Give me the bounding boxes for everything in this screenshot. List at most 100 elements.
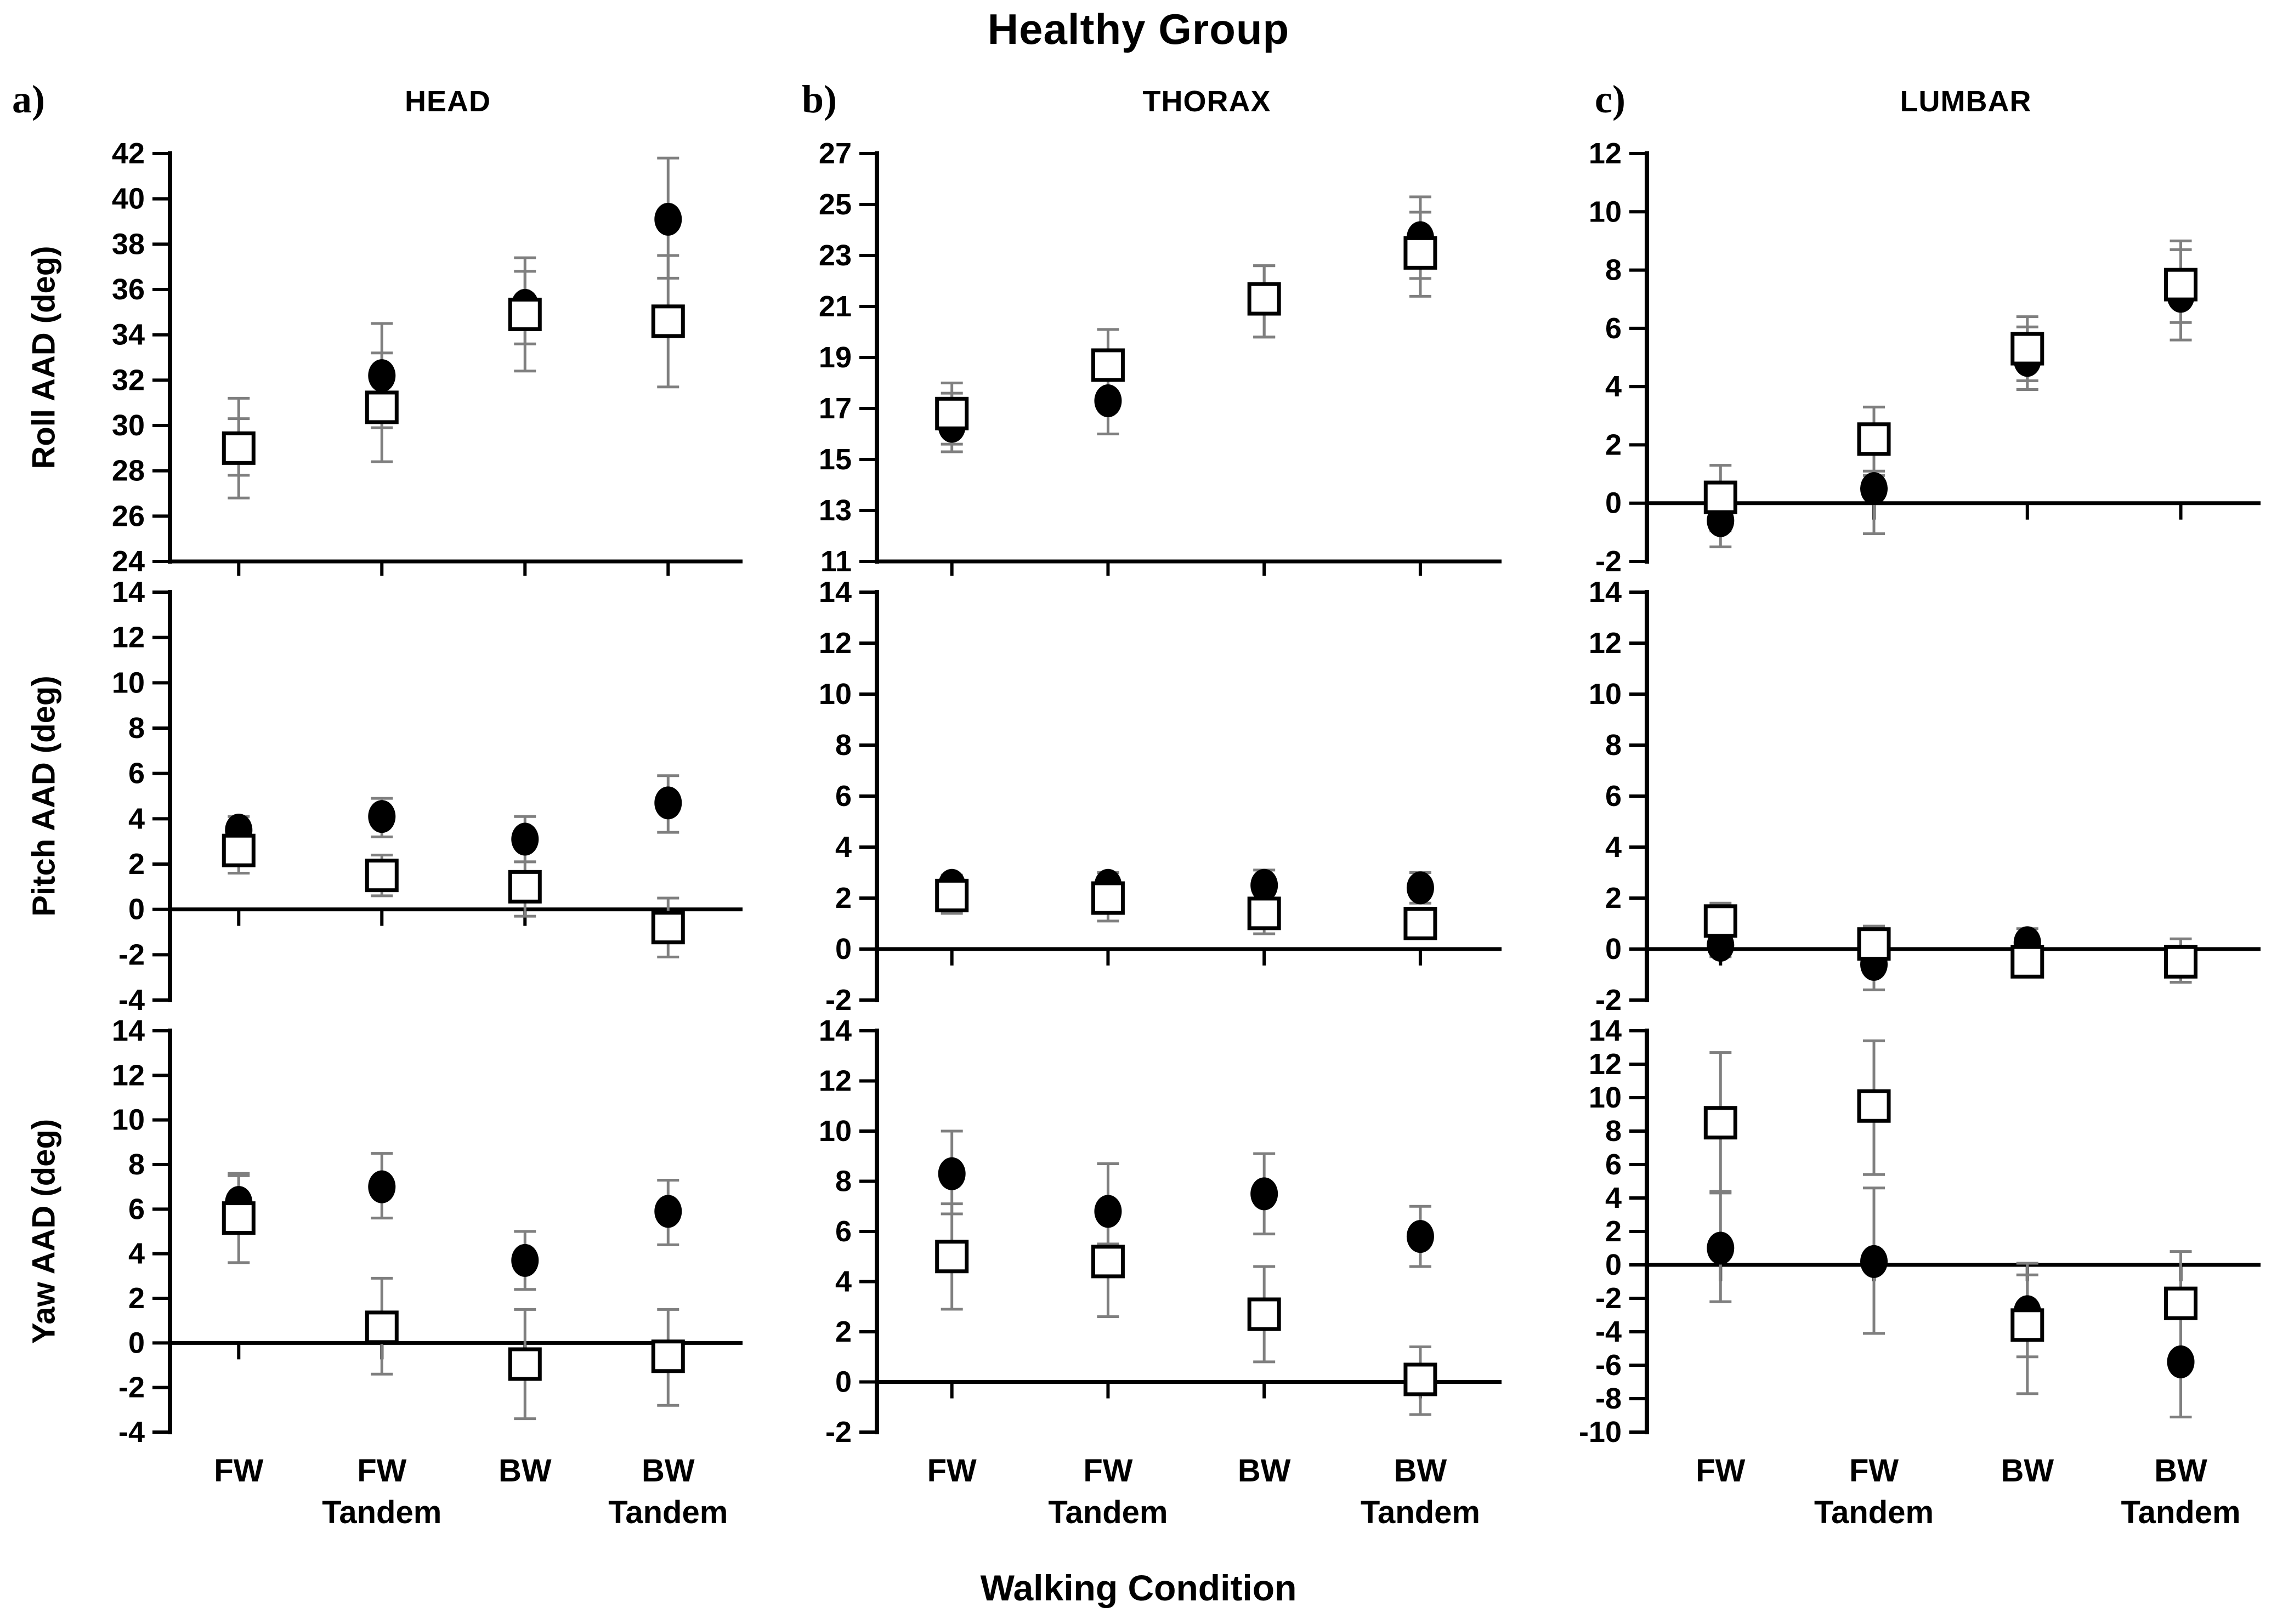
y-tick-label: 12 bbox=[112, 1059, 145, 1092]
open-square-marker bbox=[651, 304, 685, 338]
open-square-marker bbox=[1403, 1362, 1437, 1396]
open-square-marker bbox=[508, 870, 542, 904]
x-category-label: FW bbox=[1696, 1453, 1745, 1489]
y-tick-label: 12 bbox=[112, 621, 145, 654]
y-tick-label: -4 bbox=[118, 1416, 145, 1449]
y-tick-label: 2 bbox=[128, 1282, 145, 1315]
y-tick-label: 0 bbox=[128, 1326, 145, 1359]
open-square-marker bbox=[2010, 945, 2044, 979]
y-tick-label: 4 bbox=[1605, 831, 1622, 864]
open-square-marker bbox=[1091, 348, 1125, 382]
y-tick-label: 21 bbox=[819, 290, 852, 323]
column-header-head: a) HEAD bbox=[0, 77, 759, 137]
chart-thorax-pitch: -2 0 2 4 6 8 10 12 14 bbox=[819, 576, 1502, 1014]
x-category-label: BW Tandem bbox=[1361, 1453, 1480, 1530]
y-tick-label: -4 bbox=[118, 984, 145, 1014]
open-square-marker bbox=[2010, 1308, 2044, 1342]
y-tick-label: 15 bbox=[819, 443, 852, 476]
y-tick-label: 19 bbox=[819, 341, 852, 374]
y-tick-label: -4 bbox=[1595, 1315, 1622, 1348]
open-square-marker bbox=[2164, 268, 2198, 302]
chart-lumbar-pitch: -2 0 2 4 6 8 10 12 14 bbox=[1589, 576, 2261, 1014]
open-square-marker bbox=[1857, 422, 1891, 456]
y-tick-label: 2 bbox=[1605, 1215, 1622, 1248]
y-tick-label: 14 bbox=[819, 576, 852, 609]
y-tick-label: -2 bbox=[1595, 984, 1622, 1014]
y-tick-label: -2 bbox=[1595, 1282, 1622, 1315]
y-tick-label: -8 bbox=[1595, 1382, 1622, 1415]
y-tick-label: 4 bbox=[1605, 370, 1622, 403]
y-tick-label: 10 bbox=[112, 1104, 145, 1137]
y-tick-label: -2 bbox=[825, 984, 852, 1014]
y-tick-label: 14 bbox=[112, 1014, 145, 1047]
y-tick-label: 6 bbox=[128, 757, 145, 790]
filled-circle-marker bbox=[368, 1170, 396, 1203]
x-category-label: BW Tandem bbox=[2121, 1453, 2240, 1530]
open-square-marker bbox=[651, 911, 685, 945]
x-category-label: BW bbox=[1238, 1453, 1291, 1489]
open-square-marker bbox=[1703, 480, 1737, 514]
chart-head-pitch: -4 -2 0 2 4 6 8 10 12 14 Pitch AAD (deg) bbox=[26, 576, 743, 1014]
y-tick-label: 4 bbox=[128, 1237, 145, 1270]
y-tick-label: 12 bbox=[819, 627, 852, 660]
y-tick-label: 10 bbox=[1589, 1081, 1622, 1114]
panel-letter-c: c) bbox=[1595, 77, 1625, 121]
y-tick-label: 8 bbox=[1605, 254, 1622, 287]
y-tick-label: 0 bbox=[1605, 1248, 1622, 1281]
y-tick-label: 42 bbox=[112, 137, 145, 170]
y-tick-label: 12 bbox=[1589, 627, 1622, 660]
chart-thorax-yaw: -2 0 2 4 6 8 10 12 14 FW FW Tandem BW BW Tandem bbox=[819, 1014, 1502, 1530]
y-tick-label: 14 bbox=[112, 576, 145, 609]
y-axis-label: Yaw AAD (deg) bbox=[26, 1119, 62, 1344]
column-title-lumbar: LUMBAR bbox=[1900, 85, 2032, 118]
filled-circle-marker bbox=[1094, 384, 1122, 418]
open-square-marker bbox=[508, 1347, 542, 1381]
y-tick-label: 36 bbox=[112, 273, 145, 306]
y-tick-label: 10 bbox=[819, 678, 852, 711]
open-square-marker bbox=[651, 1339, 685, 1373]
column-title-head: HEAD bbox=[405, 85, 491, 118]
open-square-marker bbox=[222, 431, 256, 465]
y-tick-label: -2 bbox=[118, 938, 145, 971]
filled-circle-marker bbox=[2167, 1345, 2195, 1378]
y-tick-label: 25 bbox=[819, 188, 852, 221]
y-tick-label: 27 bbox=[819, 137, 852, 170]
y-tick-label: 6 bbox=[1605, 1148, 1622, 1181]
column-title-thorax: THORAX bbox=[1142, 85, 1271, 118]
y-tick-label: 8 bbox=[1605, 1115, 1622, 1148]
x-category-label: BW Tandem bbox=[608, 1453, 728, 1530]
y-tick-label: 10 bbox=[1589, 678, 1622, 711]
y-tick-label: 32 bbox=[112, 364, 145, 396]
open-square-marker bbox=[935, 396, 969, 430]
y-tick-label: 2 bbox=[128, 848, 145, 881]
y-tick-label: 2 bbox=[835, 1315, 852, 1348]
y-tick-label: 2 bbox=[835, 882, 852, 915]
y-tick-label: 0 bbox=[1605, 933, 1622, 966]
filled-circle-marker bbox=[1860, 1245, 1888, 1278]
filled-circle-marker bbox=[1250, 868, 1278, 902]
y-tick-label: 6 bbox=[1605, 780, 1622, 813]
y-tick-label: 8 bbox=[835, 729, 852, 762]
filled-circle-marker bbox=[654, 786, 682, 820]
open-square-marker bbox=[1857, 1089, 1891, 1123]
y-tick-label: 6 bbox=[1605, 312, 1622, 345]
y-tick-label: -2 bbox=[118, 1371, 145, 1404]
y-tick-label: 11 bbox=[820, 545, 852, 576]
y-tick-label: 8 bbox=[835, 1165, 852, 1198]
chart-thorax-roll: 11 13 15 17 19 21 23 25 27 bbox=[819, 137, 1502, 576]
open-square-marker bbox=[2010, 332, 2044, 366]
open-square-marker bbox=[935, 1240, 969, 1274]
y-tick-label: 13 bbox=[819, 494, 852, 527]
filled-circle-marker bbox=[1406, 871, 1434, 905]
open-square-marker bbox=[1247, 282, 1281, 316]
open-square-marker bbox=[1703, 1106, 1737, 1140]
y-tick-label: 4 bbox=[835, 1265, 852, 1298]
open-square-marker bbox=[508, 297, 542, 331]
y-tick-label: 12 bbox=[819, 1065, 852, 1098]
x-category-label: FW bbox=[927, 1453, 977, 1489]
y-tick-label: 14 bbox=[819, 1014, 852, 1047]
y-tick-label: 0 bbox=[835, 1366, 852, 1399]
y-tick-label: -2 bbox=[1595, 545, 1622, 576]
